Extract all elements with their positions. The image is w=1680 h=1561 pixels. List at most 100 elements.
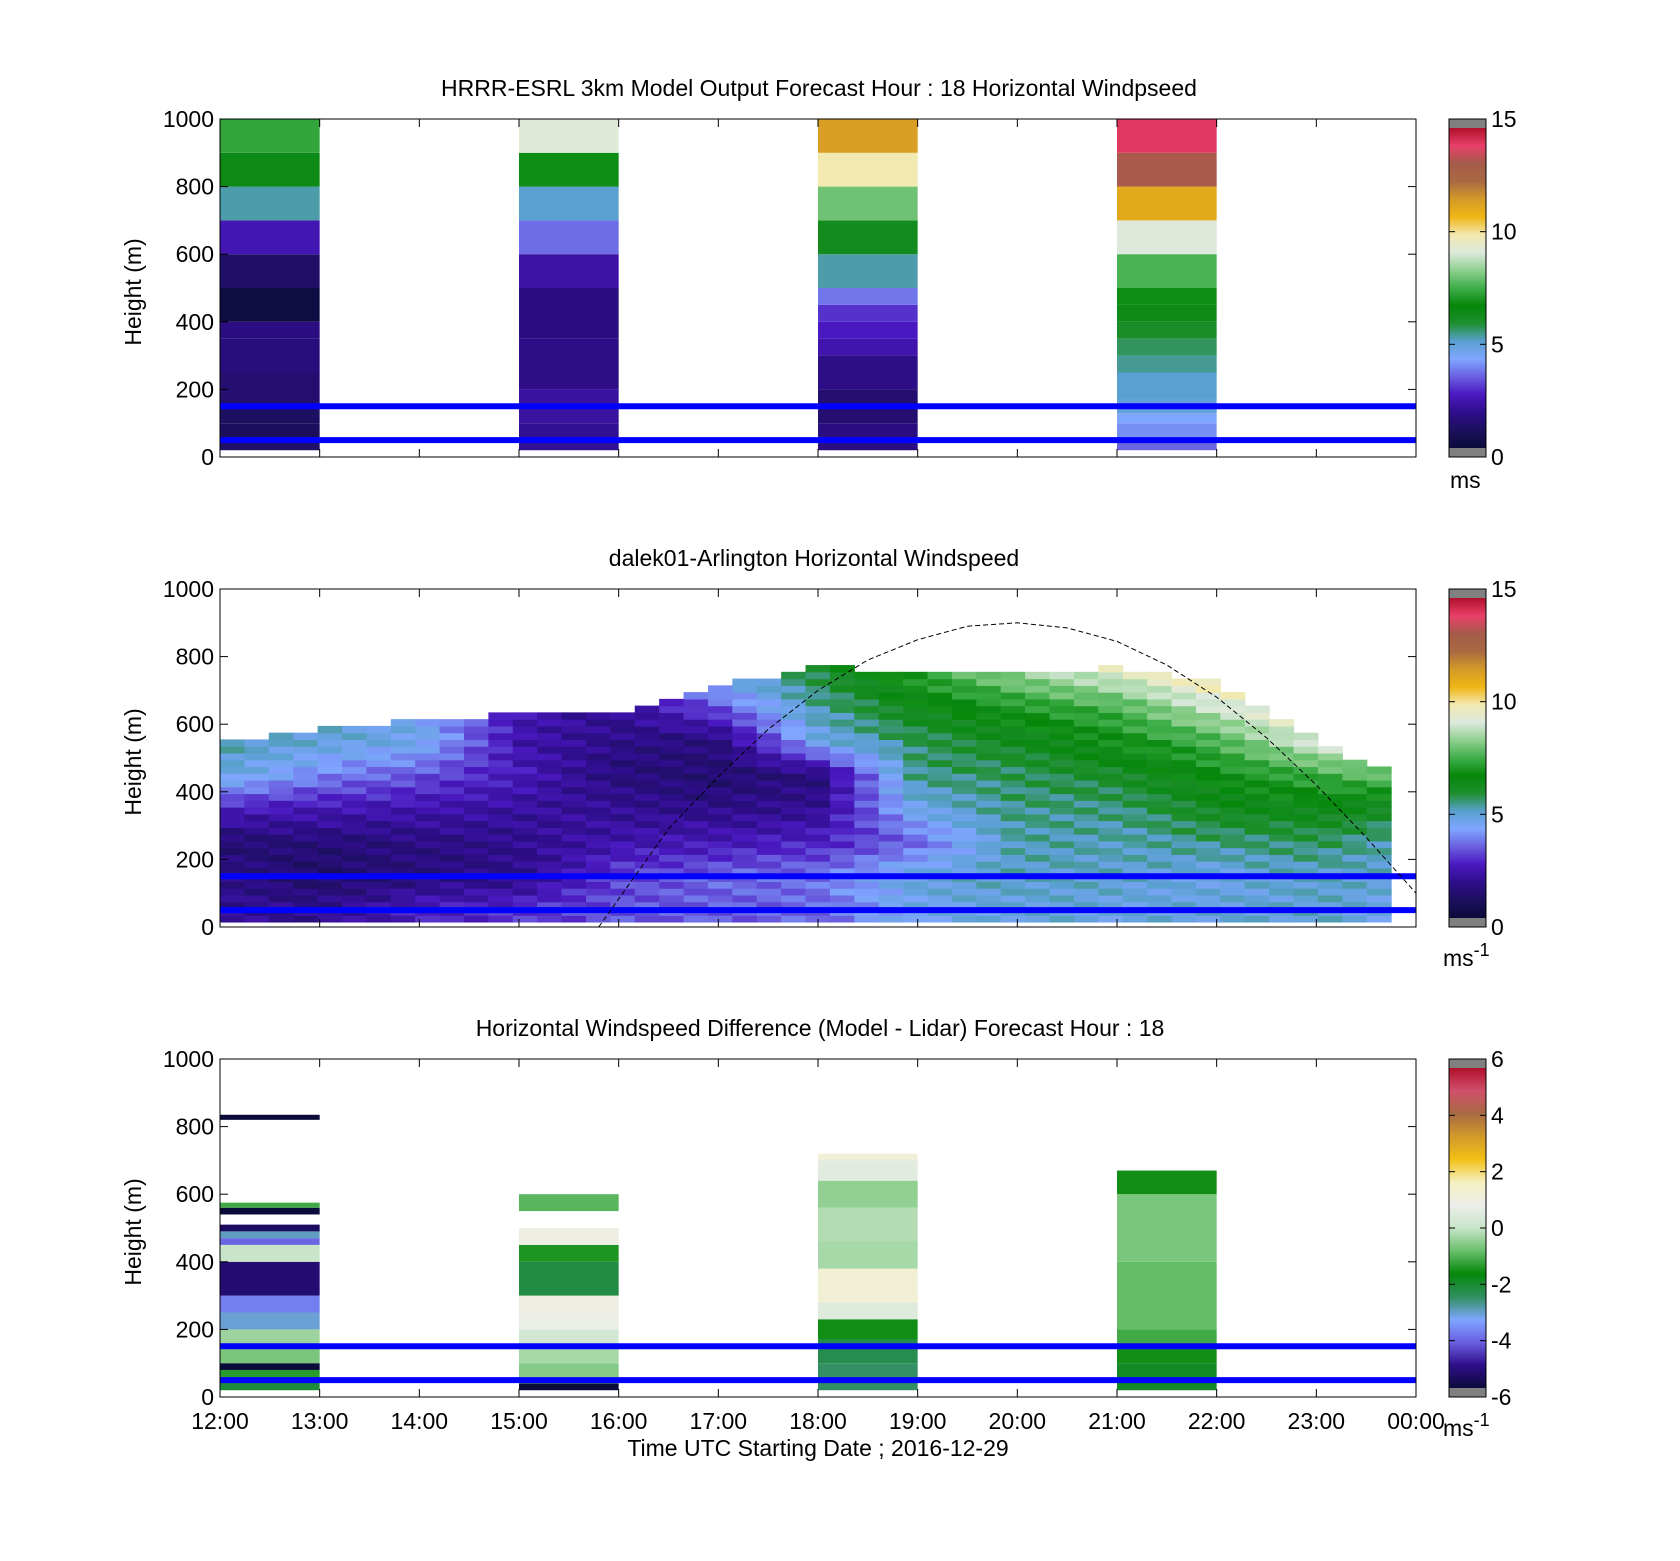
heatmap-cell: [1000, 739, 1026, 747]
heatmap-cell: [317, 746, 343, 754]
heatmap-cell: [707, 800, 733, 808]
heatmap-cell: [488, 840, 514, 849]
heatmap-cell: [537, 888, 563, 896]
heatmap-cell: [1220, 867, 1246, 876]
heatmap-cell: [1195, 915, 1221, 923]
heatmap-cell: [341, 773, 367, 781]
heatmap-cell: [1147, 807, 1173, 815]
heatmap-cell: [220, 834, 245, 842]
heatmap-cell: [1049, 861, 1075, 869]
heatmap-cell: [1342, 820, 1368, 828]
heatmap-cell: [1244, 766, 1270, 774]
heatmap-cell: [366, 901, 392, 910]
heatmap-cell: [1366, 834, 1392, 842]
heatmap-cell: [390, 840, 416, 849]
heatmap-cell: [341, 813, 367, 822]
heatmap-cell: [488, 719, 514, 727]
heatmap-cell: [1220, 820, 1246, 828]
heatmap-cell: [1025, 685, 1051, 693]
heatmap-cell: [976, 759, 1002, 768]
heatmap-cell: [756, 692, 782, 700]
heatmap-cell: [1117, 338, 1217, 356]
heatmap-cell: [1147, 705, 1173, 713]
heatmap-cell: [1220, 692, 1246, 700]
heatmap-cell: [415, 766, 441, 774]
heatmap-cell: [293, 901, 319, 910]
heatmap-cell: [561, 725, 587, 734]
y-tick-label: 400: [176, 1249, 214, 1275]
heatmap-cell: [951, 739, 977, 747]
heatmap-cell: [1025, 840, 1051, 849]
heatmap-cell: [732, 915, 758, 923]
heatmap-cell: [818, 423, 918, 451]
heatmap-cell: [951, 813, 977, 822]
heatmap-cell: [1122, 881, 1148, 889]
heatmap-cell: [519, 1312, 619, 1330]
colorbar-tick-label: 15: [1491, 106, 1517, 132]
heatmap-cell: [463, 894, 489, 903]
heatmap-cell: [756, 894, 782, 903]
heatmap-cell: [951, 840, 977, 849]
heatmap-cell: [463, 915, 489, 923]
heatmap-cell: [903, 867, 929, 876]
heatmap-cell: [707, 698, 733, 707]
heatmap-cell: [1244, 867, 1270, 876]
heatmap-cell: [805, 692, 831, 700]
heatmap-cell: [561, 840, 587, 849]
heatmap-cell: [268, 915, 294, 923]
heatmap-cell: [683, 901, 709, 910]
model-panel: HRRR-ESRL 3km Model Output Forecast Hour…: [120, 75, 1517, 493]
heatmap-cell: [512, 840, 538, 849]
heatmap-cell: [1195, 800, 1221, 808]
heatmap-cell: [1147, 786, 1173, 795]
heatmap-cell: [519, 1228, 619, 1245]
heatmap-cell: [293, 793, 319, 801]
heatmap-cell: [317, 807, 343, 815]
heatmap-cell: [1293, 786, 1319, 795]
heatmap-cell: [878, 752, 904, 761]
heatmap-cell: [634, 813, 660, 822]
heatmap-cell: [390, 813, 416, 822]
heatmap-cell: [1098, 827, 1124, 835]
x-ticks: [219, 589, 1417, 927]
heatmap-cell: [878, 793, 904, 801]
heatmap-cell: [1244, 834, 1270, 842]
heatmap-cell: [293, 827, 319, 835]
heatmap-cell: [634, 786, 660, 795]
heatmap-cell: [1122, 725, 1148, 734]
heatmap-cell: [268, 834, 294, 842]
heatmap-cell: [903, 779, 929, 788]
heatmap-cell: [805, 894, 831, 903]
heatmap-cell: [829, 739, 855, 747]
heatmap-cell: [1098, 779, 1124, 788]
heatmap-cell: [683, 813, 709, 822]
heatmap-cell: [829, 685, 855, 693]
heatmap-cell: [341, 739, 367, 747]
heatmap-cell: [220, 1380, 320, 1391]
heatmap-cell: [634, 719, 660, 727]
heatmap-cell: [519, 1346, 619, 1364]
heatmap-cell: [634, 800, 660, 808]
heatmap-cell: [220, 1295, 320, 1313]
heatmap-cell: [244, 752, 270, 761]
heatmap-cell: [707, 793, 733, 801]
heatmap-cell: [610, 786, 636, 795]
heatmap-cell: [1269, 719, 1295, 727]
heatmap-cell: [634, 732, 660, 741]
heatmap-cell: [683, 840, 709, 849]
heatmap-cell: [220, 338, 320, 373]
heatmap-cell: [976, 752, 1002, 761]
heatmap-cell: [1366, 820, 1392, 828]
heatmap-cell: [878, 813, 904, 822]
heatmap-cell: [1122, 779, 1148, 788]
heatmap-cell: [390, 739, 416, 747]
heatmap-cell: [805, 766, 831, 774]
heatmap-cell: [610, 793, 636, 801]
heatmap-cell: [781, 685, 807, 693]
heatmap-cell: [781, 888, 807, 896]
heatmap-cell: [927, 719, 953, 727]
heatmap-cell: [512, 861, 538, 869]
heatmap-cell: [519, 1194, 619, 1212]
heatmap-cell: [951, 719, 977, 727]
heatmap-cell: [1122, 793, 1148, 801]
